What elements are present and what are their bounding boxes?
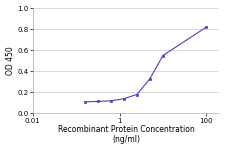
X-axis label: Recombinant Protein Concentration
(ng/ml): Recombinant Protein Concentration (ng/ml… — [58, 125, 194, 144]
Y-axis label: OD 450: OD 450 — [6, 46, 15, 75]
